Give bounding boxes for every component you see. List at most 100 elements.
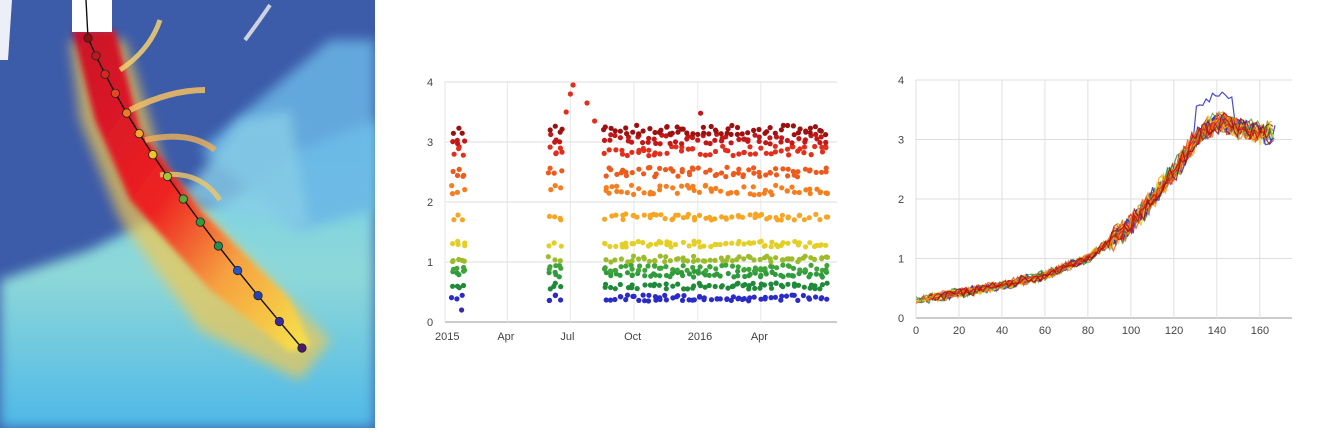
scatter-point <box>658 265 664 271</box>
scatter-ytick-3: 3 <box>427 137 433 149</box>
scatter-point <box>751 192 757 198</box>
scatter-point <box>725 285 731 291</box>
scatter-point <box>762 187 769 193</box>
scatter-point <box>701 297 707 303</box>
scatter-point <box>608 284 614 291</box>
scatter-point <box>460 282 467 289</box>
scatter-point <box>625 259 631 265</box>
line-ytick-0: 0 <box>898 313 904 325</box>
scatter-point <box>779 293 785 299</box>
scatter-point <box>675 129 681 135</box>
scatter-point <box>783 293 790 299</box>
scatter-point <box>719 263 725 269</box>
scatter-point <box>808 152 814 158</box>
scatter-point <box>717 273 723 279</box>
velocity-map-canvas <box>0 0 375 428</box>
scatter-point <box>731 170 737 177</box>
scatter-point <box>557 145 563 151</box>
scatter-outlier-2 <box>567 91 573 97</box>
scatter-point <box>747 144 753 150</box>
scatter-point <box>696 189 702 195</box>
scatter-point <box>785 122 791 129</box>
scatter-point <box>818 134 824 140</box>
scatter-point <box>631 191 637 197</box>
scatter-point <box>767 125 773 131</box>
scatter-point <box>456 125 462 131</box>
scatter-point <box>675 173 681 179</box>
scatter-point <box>617 128 623 134</box>
scatter-point <box>702 152 709 158</box>
scatter-point <box>624 190 630 196</box>
scatter-point <box>818 296 824 302</box>
scatter-point <box>636 256 642 262</box>
line-xtick-160: 160 <box>1251 325 1269 337</box>
scatter-point <box>741 136 747 142</box>
scatter-point <box>808 262 814 268</box>
scatter-point <box>778 242 784 248</box>
scatter-point <box>801 284 807 290</box>
scatter-point <box>761 243 767 249</box>
scatter-point <box>756 169 762 175</box>
scatter-point <box>757 285 763 291</box>
scatter-point <box>752 265 758 271</box>
scatter-point <box>819 274 825 280</box>
scatter-point <box>735 296 741 302</box>
line-ytick-1: 1 <box>898 254 904 266</box>
scatter-point <box>736 166 742 172</box>
scatter-point <box>806 274 812 280</box>
scatter-point <box>618 256 624 262</box>
scatter-point <box>552 214 558 220</box>
scatter-point <box>723 257 730 263</box>
nodata-edge <box>0 0 12 60</box>
scatter-point <box>812 143 818 150</box>
scatter-point <box>796 189 802 196</box>
scatter-point <box>663 133 669 139</box>
scatter-point <box>728 190 734 196</box>
velocity-profile-lines: 0 1 2 3 4 0 20 40 60 80 100 120 140 160 <box>880 0 1320 428</box>
scatter-point <box>607 243 613 250</box>
scatter-point <box>623 240 629 246</box>
scatter-point <box>454 296 460 302</box>
line-series-21 <box>942 116 1276 301</box>
scatter-point <box>801 144 808 150</box>
scatter-point <box>723 262 729 268</box>
scatter-point <box>712 172 718 179</box>
scatter-point <box>623 297 629 303</box>
scatter-point <box>706 131 712 137</box>
scatter-point <box>736 151 742 157</box>
line-xtick-0: 0 <box>913 325 919 337</box>
scatter-point <box>701 243 707 249</box>
scatter-point <box>742 273 748 280</box>
scatter-point <box>602 284 608 290</box>
scatter-point <box>734 131 740 137</box>
scatter-point <box>819 255 825 261</box>
scatter-point <box>802 166 808 172</box>
scatter-point <box>618 264 624 270</box>
line-series-5 <box>915 116 1268 303</box>
velocity-time-scatter: 0 1 2 3 4 2015 Apr Jul Oct 2016 Apr <box>395 0 865 428</box>
scatter-point <box>740 172 746 178</box>
scatter-point <box>637 263 643 269</box>
line-series-19 <box>943 117 1273 297</box>
scatter-point <box>807 240 813 246</box>
scatter-point <box>718 255 724 261</box>
scatter-point <box>612 267 618 274</box>
scatter-point <box>758 238 764 244</box>
line-series-30 <box>934 112 1274 302</box>
scatter-point <box>795 130 801 136</box>
scatter-point <box>664 150 670 156</box>
scatter-point <box>819 282 825 288</box>
scatter-point <box>695 165 701 171</box>
scatter-point <box>695 270 702 276</box>
scatter-point <box>689 146 695 152</box>
scatter-point <box>557 139 563 145</box>
scatter-point <box>700 258 706 264</box>
line-xtick-140: 140 <box>1208 325 1226 337</box>
scatter-point <box>459 130 465 136</box>
scatter-point <box>796 213 802 219</box>
scatter-point <box>806 168 813 174</box>
profile-line <box>85 0 303 349</box>
line-series <box>915 91 1276 305</box>
scatter-point <box>719 214 725 220</box>
scatter-point <box>645 139 651 145</box>
